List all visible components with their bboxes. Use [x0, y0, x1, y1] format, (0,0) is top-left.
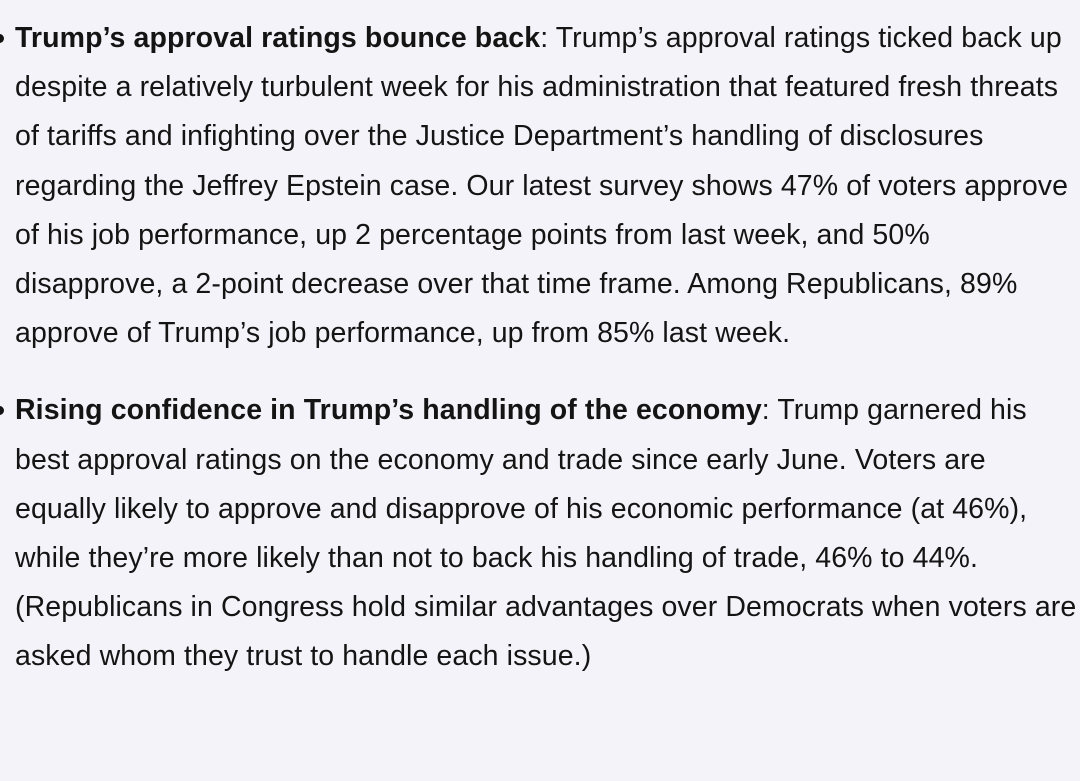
bullet-body: Trump garnered his best approval ratings…	[15, 394, 1077, 673]
bullet-heading: Rising confidence in Trump’s handling of…	[15, 394, 762, 427]
bullet-item-economy: Rising confidence in Trump’s handling of…	[0, 386, 1077, 681]
bullet-body: Trump’s approval ratings ticked back up …	[15, 22, 1069, 350]
bullet-separator: :	[540, 22, 549, 54]
bullet-item-approval: Trump’s approval ratings bounce back: Tr…	[0, 14, 1077, 358]
bullet-separator: :	[761, 394, 770, 427]
bullet-list: Trump’s approval ratings bounce back: Tr…	[0, 14, 1080, 682]
bullet-heading: Trump’s approval ratings bounce back	[15, 22, 541, 54]
